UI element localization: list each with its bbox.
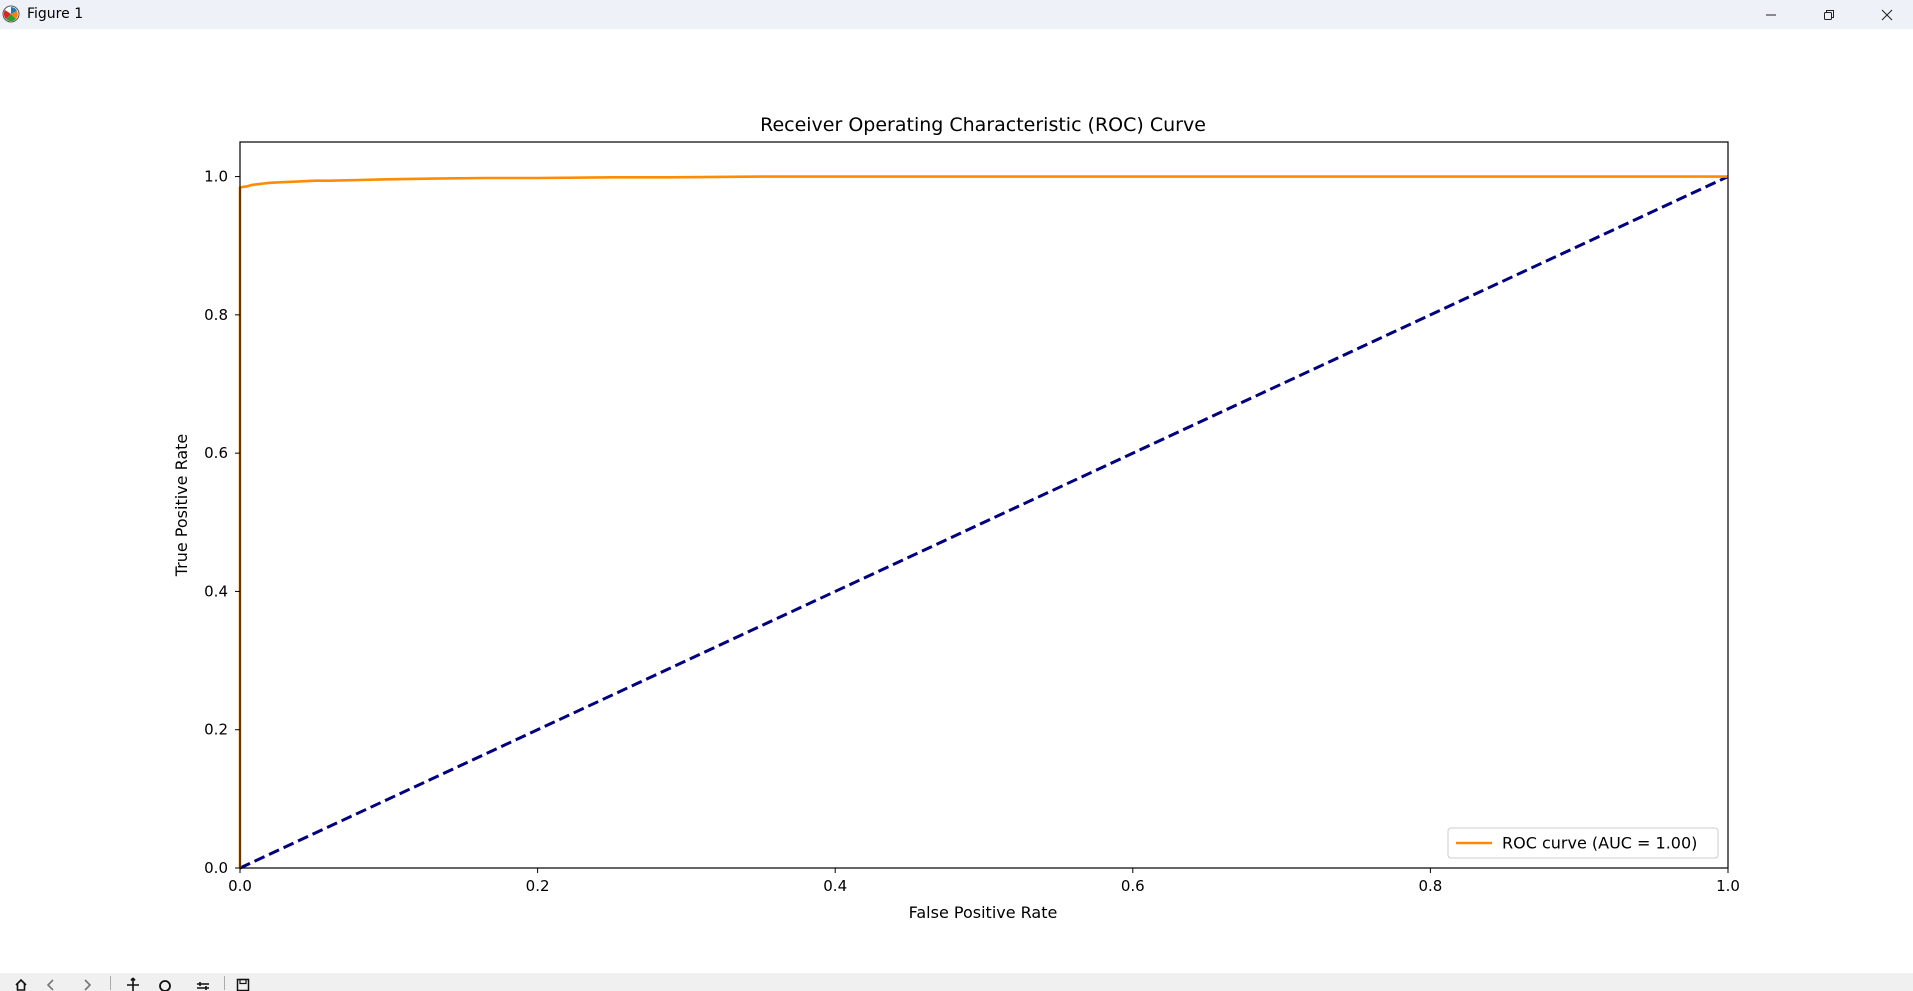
y-tick-label: 0.8 (204, 306, 228, 324)
window-titlebar[interactable]: Figure 1 (0, 0, 1913, 29)
x-tick-label: 1.0 (1716, 877, 1740, 895)
legend: ROC curve (AUC = 1.00) (1447, 827, 1719, 859)
chart-title: Receiver Operating Characteristic (ROC) … (760, 114, 1206, 136)
legend-box (1447, 827, 1719, 859)
home-icon[interactable] (14, 977, 28, 991)
y-tick-label: 0.0 (204, 859, 228, 877)
x-tick-label: 0.8 (1418, 877, 1442, 895)
roc-curve-line (238, 175, 1728, 868)
x-tick-label: 0.0 (228, 877, 252, 895)
matplotlib-logo-icon (2, 5, 20, 23)
toolbar-separator (110, 976, 111, 990)
y-tick-label: 1.0 (204, 168, 228, 186)
figure-canvas[interactable]: Receiver Operating Characteristic (ROC) … (0, 29, 1913, 973)
forward-icon[interactable] (80, 977, 94, 991)
y-tick-label: 0.4 (204, 582, 228, 600)
plot-frame (239, 141, 1729, 869)
x-tick-label: 0.2 (526, 877, 550, 895)
configure-icon[interactable] (196, 977, 210, 991)
minimize-button[interactable] (1742, 0, 1800, 29)
window-title: Figure 1 (27, 6, 84, 22)
navigation-toolbar (0, 973, 1913, 991)
minimize-icon (1766, 14, 1776, 15)
restore-button[interactable] (1800, 0, 1858, 29)
x-tick-label: 0.4 (823, 877, 847, 895)
restore-icon (1824, 9, 1834, 20)
y-tick-label: 0.2 (204, 721, 228, 739)
back-icon[interactable] (44, 977, 58, 991)
y-axis-label: True Positive Rate (172, 434, 191, 578)
close-button[interactable] (1858, 0, 1913, 29)
pan-icon[interactable] (126, 977, 140, 991)
close-icon (1881, 9, 1893, 20)
toolbar-separator (224, 976, 225, 990)
legend-label: ROC curve (AUC = 1.00) (1502, 834, 1697, 853)
save-icon[interactable] (236, 977, 250, 991)
x-tick-label: 0.6 (1121, 877, 1145, 895)
roc-chart: Receiver Operating Characteristic (ROC) … (172, 114, 1740, 922)
x-axis-label: False Positive Rate (909, 903, 1058, 922)
y-tick-label: 0.6 (204, 444, 228, 462)
diagonal-reference-line (239, 175, 1729, 870)
zoom-icon[interactable] (158, 977, 172, 991)
